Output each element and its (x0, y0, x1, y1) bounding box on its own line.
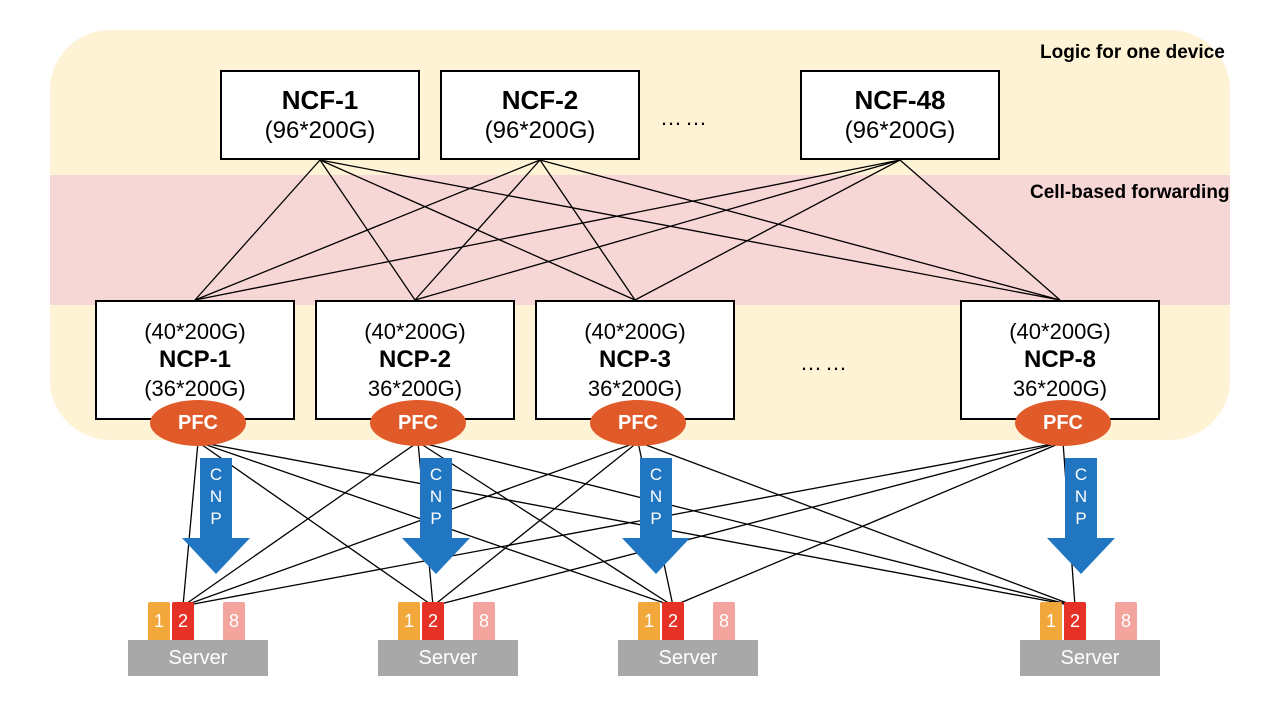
server-port-1: 1 (148, 602, 170, 640)
annotation-cell: Cell-based forwarding (1030, 182, 1230, 204)
ncp-title: NCP-1 (97, 345, 293, 375)
svg-text:P: P (650, 509, 661, 528)
server-port-1: 1 (398, 602, 420, 640)
cnp-arrow: CNP (182, 458, 250, 574)
ellipsis-mid: …… (800, 350, 850, 376)
cnp-arrow: CNP (1047, 458, 1115, 574)
server-port-2: 2 (662, 602, 684, 640)
svg-text:P: P (210, 509, 221, 528)
ncf-box-2: NCF-2(96*200G) (440, 70, 640, 160)
server-1: Server (128, 640, 268, 676)
svg-text:C: C (430, 465, 442, 484)
server-port-2: 2 (422, 602, 444, 640)
ncp-title: NCP-2 (317, 345, 513, 375)
server-port-1: 1 (1040, 602, 1062, 640)
ncp-bot: 36*200G) (962, 375, 1158, 403)
server-port-8: 8 (473, 602, 495, 640)
cnp-arrow: CNP (622, 458, 690, 574)
server-port-8: 8 (713, 602, 735, 640)
svg-text:C: C (650, 465, 662, 484)
ncp-top: (40*200G) (97, 318, 293, 346)
ncf-title: NCF-48 (802, 84, 998, 117)
ncp-top: (40*200G) (537, 318, 733, 346)
server-2: Server (378, 640, 518, 676)
svg-text:N: N (210, 487, 222, 506)
annotation-logic: Logic for one device (1040, 42, 1225, 64)
pfc-badge-2: PFC (370, 400, 466, 446)
pfc-badge-4: PFC (1015, 400, 1111, 446)
server-port-8: 8 (1115, 602, 1137, 640)
server-port-2: 2 (172, 602, 194, 640)
svg-text:C: C (210, 465, 222, 484)
ncf-box-1: NCF-1(96*200G) (220, 70, 420, 160)
server-port-1: 1 (638, 602, 660, 640)
ncf-sub: (96*200G) (442, 116, 638, 146)
ellipsis-top: …… (660, 105, 710, 131)
ncf-box-3: NCF-48(96*200G) (800, 70, 1000, 160)
server-3: Server (618, 640, 758, 676)
svg-text:P: P (1075, 509, 1086, 528)
pfc-badge-3: PFC (590, 400, 686, 446)
ncp-top: (40*200G) (317, 318, 513, 346)
ncp-title: NCP-8 (962, 345, 1158, 375)
pfc-badge-1: PFC (150, 400, 246, 446)
ncf-sub: (96*200G) (802, 116, 998, 146)
ncp-bot: 36*200G) (317, 375, 513, 403)
svg-text:N: N (430, 487, 442, 506)
ncp-bot: (36*200G) (97, 375, 293, 403)
server-port-8: 8 (223, 602, 245, 640)
ncp-top: (40*200G) (962, 318, 1158, 346)
ncp-title: NCP-3 (537, 345, 733, 375)
ncf-title: NCF-1 (222, 84, 418, 117)
cnp-arrow: CNP (402, 458, 470, 574)
svg-text:C: C (1075, 465, 1087, 484)
svg-text:N: N (650, 487, 662, 506)
ncf-sub: (96*200G) (222, 116, 418, 146)
ncf-title: NCF-2 (442, 84, 638, 117)
svg-text:N: N (1075, 487, 1087, 506)
svg-text:P: P (430, 509, 441, 528)
server-4: Server (1020, 640, 1160, 676)
ncp-bot: 36*200G) (537, 375, 733, 403)
server-port-2: 2 (1064, 602, 1086, 640)
